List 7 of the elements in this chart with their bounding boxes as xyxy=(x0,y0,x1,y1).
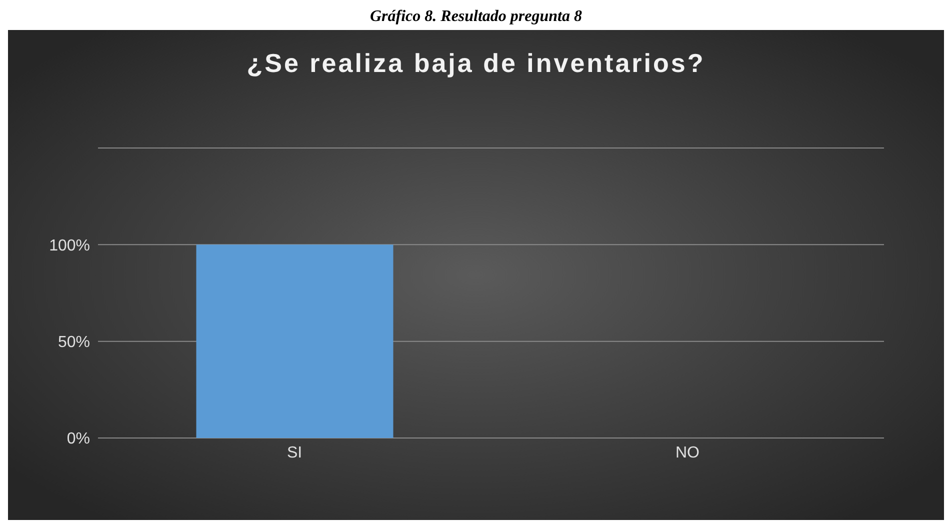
x-tick-label: SI xyxy=(286,444,302,462)
y-tick-label: 0% xyxy=(66,430,90,448)
y-tick-label: 100% xyxy=(49,237,90,254)
x-tick-label: NO xyxy=(676,444,700,462)
text: Gráfico 8. Resultado pregunta 8 xyxy=(368,8,583,27)
y-tick-label: 50% xyxy=(58,334,90,352)
chart-title: ¿Se realiza baja de inventarios? xyxy=(246,47,706,80)
